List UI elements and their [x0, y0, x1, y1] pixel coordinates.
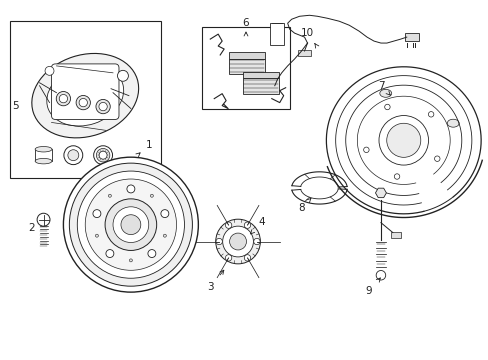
Ellipse shape — [108, 194, 111, 197]
Circle shape — [106, 249, 114, 257]
Circle shape — [45, 66, 54, 75]
Bar — [297, 50, 311, 56]
Bar — [390, 231, 400, 238]
Circle shape — [216, 238, 222, 245]
Ellipse shape — [384, 104, 389, 110]
Circle shape — [215, 219, 260, 264]
Text: 3: 3 — [206, 282, 213, 292]
Text: 8: 8 — [298, 203, 304, 213]
Text: 7: 7 — [377, 81, 384, 91]
Bar — [202, 27, 289, 109]
Bar — [404, 33, 418, 41]
Bar — [10, 21, 161, 178]
Circle shape — [244, 255, 250, 261]
Circle shape — [69, 163, 192, 286]
Circle shape — [147, 249, 156, 257]
Circle shape — [37, 213, 50, 226]
Ellipse shape — [363, 147, 368, 153]
Circle shape — [59, 94, 67, 103]
Text: 5: 5 — [12, 100, 19, 111]
Circle shape — [375, 270, 385, 280]
Ellipse shape — [47, 65, 123, 126]
Bar — [243, 78, 278, 94]
Ellipse shape — [393, 174, 399, 179]
Circle shape — [222, 226, 253, 257]
Circle shape — [161, 210, 168, 217]
Circle shape — [99, 151, 107, 159]
Text: 9: 9 — [365, 286, 371, 296]
Ellipse shape — [32, 53, 139, 138]
Circle shape — [79, 98, 87, 107]
Ellipse shape — [35, 158, 52, 164]
Circle shape — [68, 150, 79, 161]
Ellipse shape — [35, 147, 52, 152]
Bar — [229, 52, 264, 59]
Circle shape — [386, 123, 420, 157]
Circle shape — [244, 222, 250, 228]
Circle shape — [77, 171, 184, 278]
Circle shape — [85, 179, 176, 270]
Bar — [35, 149, 52, 161]
Ellipse shape — [129, 259, 132, 262]
Circle shape — [113, 207, 148, 243]
Ellipse shape — [427, 112, 433, 117]
Circle shape — [96, 148, 110, 162]
Ellipse shape — [150, 194, 153, 197]
Bar — [229, 59, 264, 74]
Ellipse shape — [434, 156, 439, 161]
Polygon shape — [375, 188, 386, 198]
Circle shape — [63, 157, 198, 292]
Circle shape — [225, 255, 231, 261]
Circle shape — [378, 116, 427, 165]
Ellipse shape — [163, 234, 166, 237]
Circle shape — [96, 99, 110, 114]
Text: 6: 6 — [242, 18, 249, 28]
Circle shape — [93, 210, 101, 217]
Circle shape — [253, 238, 260, 245]
Bar — [269, 23, 283, 45]
Circle shape — [105, 199, 156, 251]
Text: 1: 1 — [145, 140, 152, 150]
Circle shape — [56, 91, 70, 106]
Text: 10: 10 — [300, 28, 313, 38]
Circle shape — [225, 222, 231, 228]
Ellipse shape — [447, 119, 458, 127]
Circle shape — [76, 95, 90, 110]
Circle shape — [117, 70, 128, 81]
Circle shape — [127, 185, 135, 193]
Circle shape — [64, 146, 82, 165]
Ellipse shape — [379, 89, 391, 97]
Text: 4: 4 — [258, 217, 264, 227]
Ellipse shape — [95, 234, 98, 237]
Bar — [243, 72, 278, 78]
Circle shape — [94, 146, 112, 165]
Text: 2: 2 — [28, 222, 35, 233]
Circle shape — [99, 102, 107, 111]
FancyBboxPatch shape — [51, 64, 119, 120]
Circle shape — [229, 233, 246, 250]
Circle shape — [121, 215, 141, 235]
